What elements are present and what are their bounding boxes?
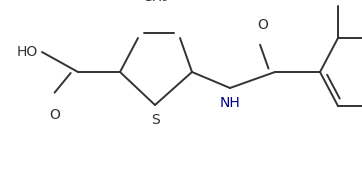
Text: NH: NH	[220, 96, 240, 110]
Text: O: O	[50, 108, 60, 122]
Text: CH₃: CH₃	[142, 0, 168, 4]
Text: O: O	[257, 18, 269, 32]
Text: S: S	[151, 113, 159, 127]
Text: HO: HO	[17, 45, 38, 59]
